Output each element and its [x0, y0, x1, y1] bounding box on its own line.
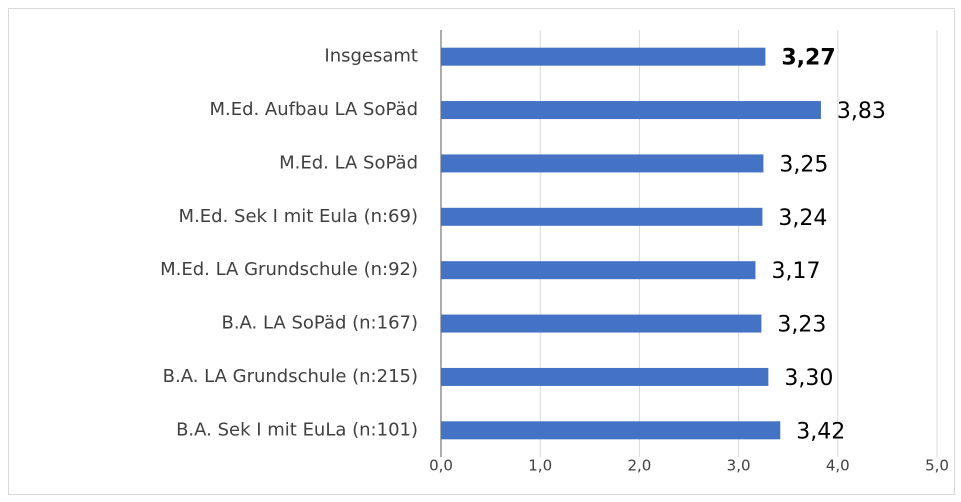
bar — [441, 367, 769, 386]
y-tick-label: M.Ed. LA SoPäd — [279, 152, 418, 173]
y-tick-label: B.A. LA SoPäd (n:167) — [221, 313, 418, 334]
data-label: 3,25 — [779, 152, 828, 177]
y-tick-label: M.Ed. Aufbau LA SoPäd — [209, 99, 418, 120]
bar — [441, 261, 756, 280]
x-tick-label: 4,0 — [826, 457, 850, 475]
bar — [441, 207, 763, 226]
x-tick-label: 1,0 — [528, 457, 552, 475]
y-tick-label: Insgesamt — [324, 46, 418, 67]
data-label: 3,42 — [796, 419, 845, 444]
x-tick-label: 2,0 — [627, 457, 651, 475]
bar — [441, 101, 821, 120]
data-label: 3,30 — [784, 366, 833, 391]
data-label: 3,83 — [837, 99, 886, 124]
chart-border — [8, 8, 955, 495]
data-label: 3,23 — [777, 313, 826, 338]
x-tick-label: 3,0 — [727, 457, 751, 475]
y-tick-label: M.Ed. Sek I mit Eula (n:69) — [179, 206, 418, 227]
bar — [441, 314, 762, 333]
y-tick-label: B.A. LA Grundschule (n:215) — [163, 366, 418, 387]
x-tick-label: 0,0 — [429, 457, 453, 475]
bar — [441, 154, 764, 173]
data-label: 3,27 — [781, 46, 835, 71]
data-label: 3,24 — [778, 206, 827, 231]
data-label: 3,17 — [771, 259, 820, 284]
bar — [441, 421, 781, 440]
y-tick-label: M.Ed. LA Grundschule (n:92) — [160, 259, 418, 280]
x-tick-label: 5,0 — [925, 457, 949, 475]
y-tick-label: B.A. Sek I mit EuLa (n:101) — [176, 419, 418, 440]
bar — [441, 47, 766, 66]
